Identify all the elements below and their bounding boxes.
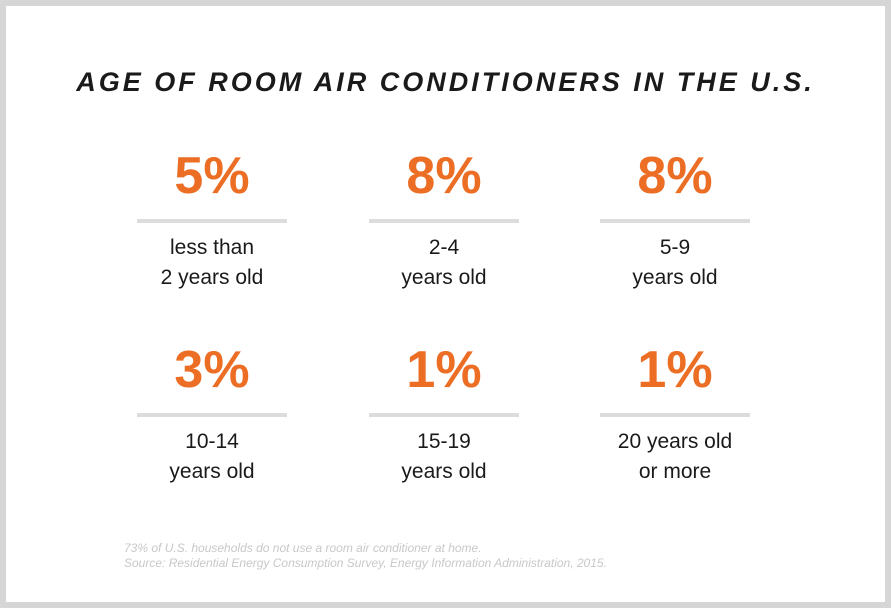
stat-label-line: 2 years old [160,266,264,289]
stat-label-line: or more [638,460,712,483]
stat-label-line: 5-9 [659,236,691,259]
stat-label-line: less than [169,236,255,259]
footnotes: 73% of U.S. households do not use a room… [124,541,607,571]
stat-percentage: 1% [637,341,713,399]
stat-divider [137,219,287,223]
stat-label-line: years old [401,266,487,289]
stat-label: 2-4 years old [369,233,519,293]
stat-label-line: 10-14 [185,430,239,453]
stat-divider [600,219,750,223]
stat-percentage: 1% [406,341,482,399]
chart-title: AGE OF ROOM AIR CONDITIONERS IN THE U.S. [76,67,815,97]
stat-divider [369,413,519,417]
stat-item: 8% 5-9 years old [600,146,750,293]
stat-item: 1% 20 years old or more [600,340,750,487]
stat-percentage: 8% [637,147,713,205]
stat-percentage: 5% [174,147,250,205]
stat-label-line: 20 years old [617,430,733,453]
stat-divider [137,413,287,417]
stat-percentage: 8% [406,147,482,205]
stat-item: 3% 10-14 years old [137,340,287,487]
stat-percentage: 3% [174,341,250,399]
stat-label-line: 2-4 [428,236,460,259]
stat-divider [369,219,519,223]
stat-label: less than 2 years old [137,233,287,293]
stat-label-line: years old [169,460,255,483]
stat-label-line: 15-19 [417,430,471,453]
stat-label: 20 years old or more [600,427,750,487]
stat-label-line: years old [632,266,718,289]
stat-label: 15-19 years old [369,427,519,487]
stat-divider [600,413,750,417]
stat-label: 10-14 years old [137,427,287,487]
stat-item: 5% less than 2 years old [137,146,287,293]
stat-item: 1% 15-19 years old [369,340,519,487]
infographic-card [6,6,885,602]
stat-label-line: years old [401,460,487,483]
stat-label: 5-9 years old [600,233,750,293]
source-text: Source: Residential Energy Consumption S… [124,556,607,570]
footnote-text: 73% of U.S. households do not use a room… [124,541,482,555]
stat-item: 8% 2-4 years old [369,146,519,293]
